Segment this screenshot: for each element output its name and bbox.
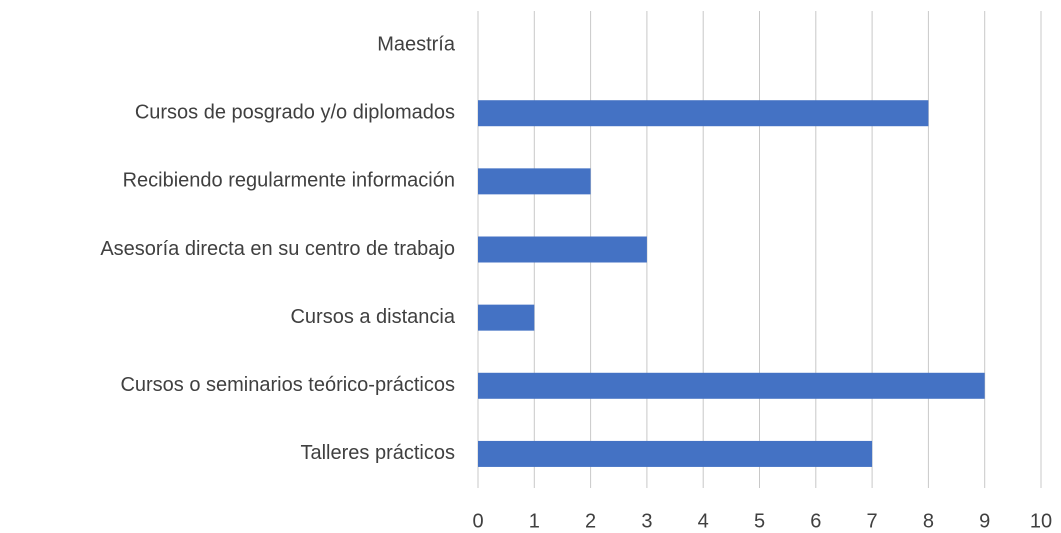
x-tick-label: 1 — [529, 510, 540, 532]
y-tick-label: Maestría — [377, 33, 456, 55]
bar — [478, 168, 591, 195]
x-tick-label: 4 — [698, 510, 709, 532]
bar — [478, 236, 647, 263]
y-tick-label: Cursos de posgrado y/o diplomados — [135, 101, 455, 123]
y-tick-label: Asesoría directa en su centro de trabajo — [100, 238, 455, 260]
y-tick-label: Talleres prácticos — [300, 442, 455, 464]
bar — [478, 304, 535, 331]
x-tick-label: 5 — [754, 510, 765, 532]
x-tick-label: 6 — [810, 510, 821, 532]
bar — [478, 100, 929, 127]
x-tick-label: 8 — [923, 510, 934, 532]
y-tick-label: Cursos o seminarios teórico-prácticos — [120, 374, 455, 396]
x-tick-label: 10 — [1030, 510, 1052, 532]
bar — [478, 440, 873, 467]
x-tick-label: 9 — [979, 510, 990, 532]
bar — [478, 372, 985, 399]
y-tick-label: Cursos a distancia — [290, 306, 455, 328]
x-tick-label: 0 — [472, 510, 483, 532]
x-tick-label: 3 — [641, 510, 652, 532]
x-tick-label: 2 — [585, 510, 596, 532]
y-tick-label: Recibiendo regularmente información — [123, 170, 455, 192]
x-tick-label: 7 — [867, 510, 878, 532]
